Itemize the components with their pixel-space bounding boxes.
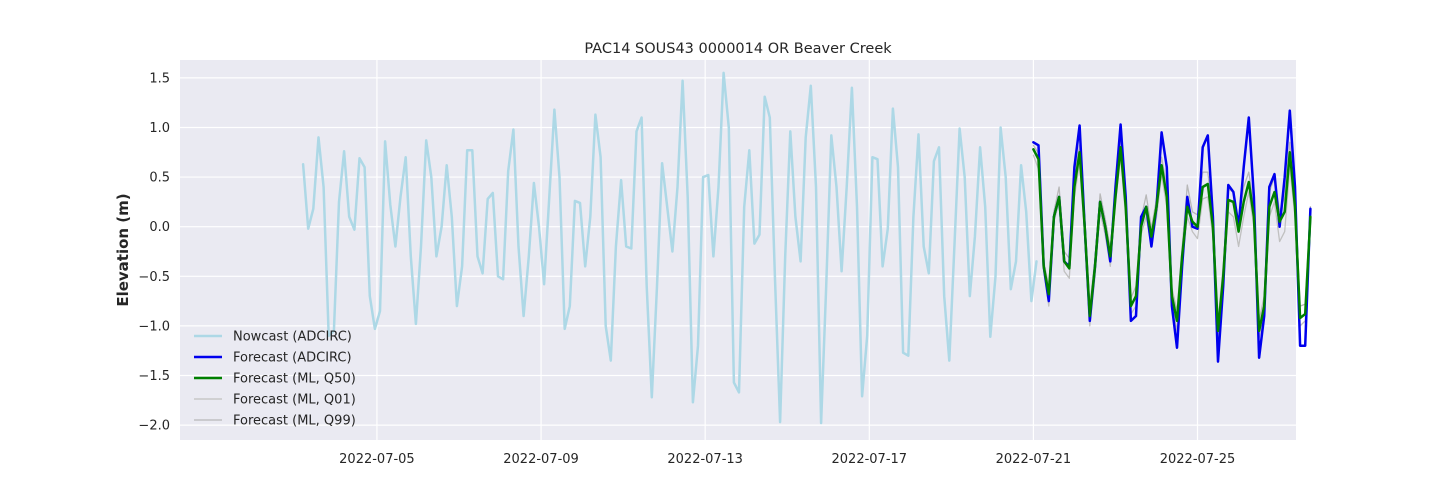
y-tick-label: −1.5 [138,369,170,384]
y-tick-label: −2.0 [138,419,170,434]
legend-label: Nowcast (ADCIRC) [233,330,352,345]
legend-label: Forecast (ML, Q01) [233,393,356,408]
legend-label: Forecast (ADCIRC) [233,351,352,366]
legend: Nowcast (ADCIRC) Forecast (ADCIRC) Forecas… [194,330,356,429]
y-axis-label: Elevation (m) [114,193,132,306]
series-line-1 [1032,109,1312,363]
series-line-2 [1032,146,1312,333]
x-tick-label: 2022-07-17 [832,452,908,467]
series-line-0 [301,71,1038,425]
x-tick-label: 2022-07-21 [996,452,1072,467]
legend-label: Forecast (ML, Q50) [233,372,356,387]
x-tick-label: 2022-07-05 [339,452,415,467]
x-tick-label: 2022-07-13 [667,452,743,467]
y-tick-label: 0.5 [149,171,170,186]
y-tick-label: −1.0 [138,319,170,334]
y-tick-label: 1.0 [149,121,170,136]
series-lines [301,71,1312,425]
x-tick-label: 2022-07-25 [1160,452,1236,467]
y-axis-ticks: 1.5 1.0 0.5 0.0 −0.5 −1.0 −1.5 −2.0 [138,71,170,433]
y-tick-label: −0.5 [138,270,170,285]
chart-title: PAC14 SOUS43 0000014 OR Beaver Creek [584,41,892,57]
x-tick-label: 2022-07-09 [503,452,579,467]
y-tick-label: 0.0 [149,220,170,235]
y-tick-label: 1.5 [149,71,170,86]
x-axis-ticks: 2022-07-05 2022-07-09 2022-07-13 2022-07-17… [339,452,1235,467]
legend-label: Forecast (ML, Q99) [233,414,356,429]
